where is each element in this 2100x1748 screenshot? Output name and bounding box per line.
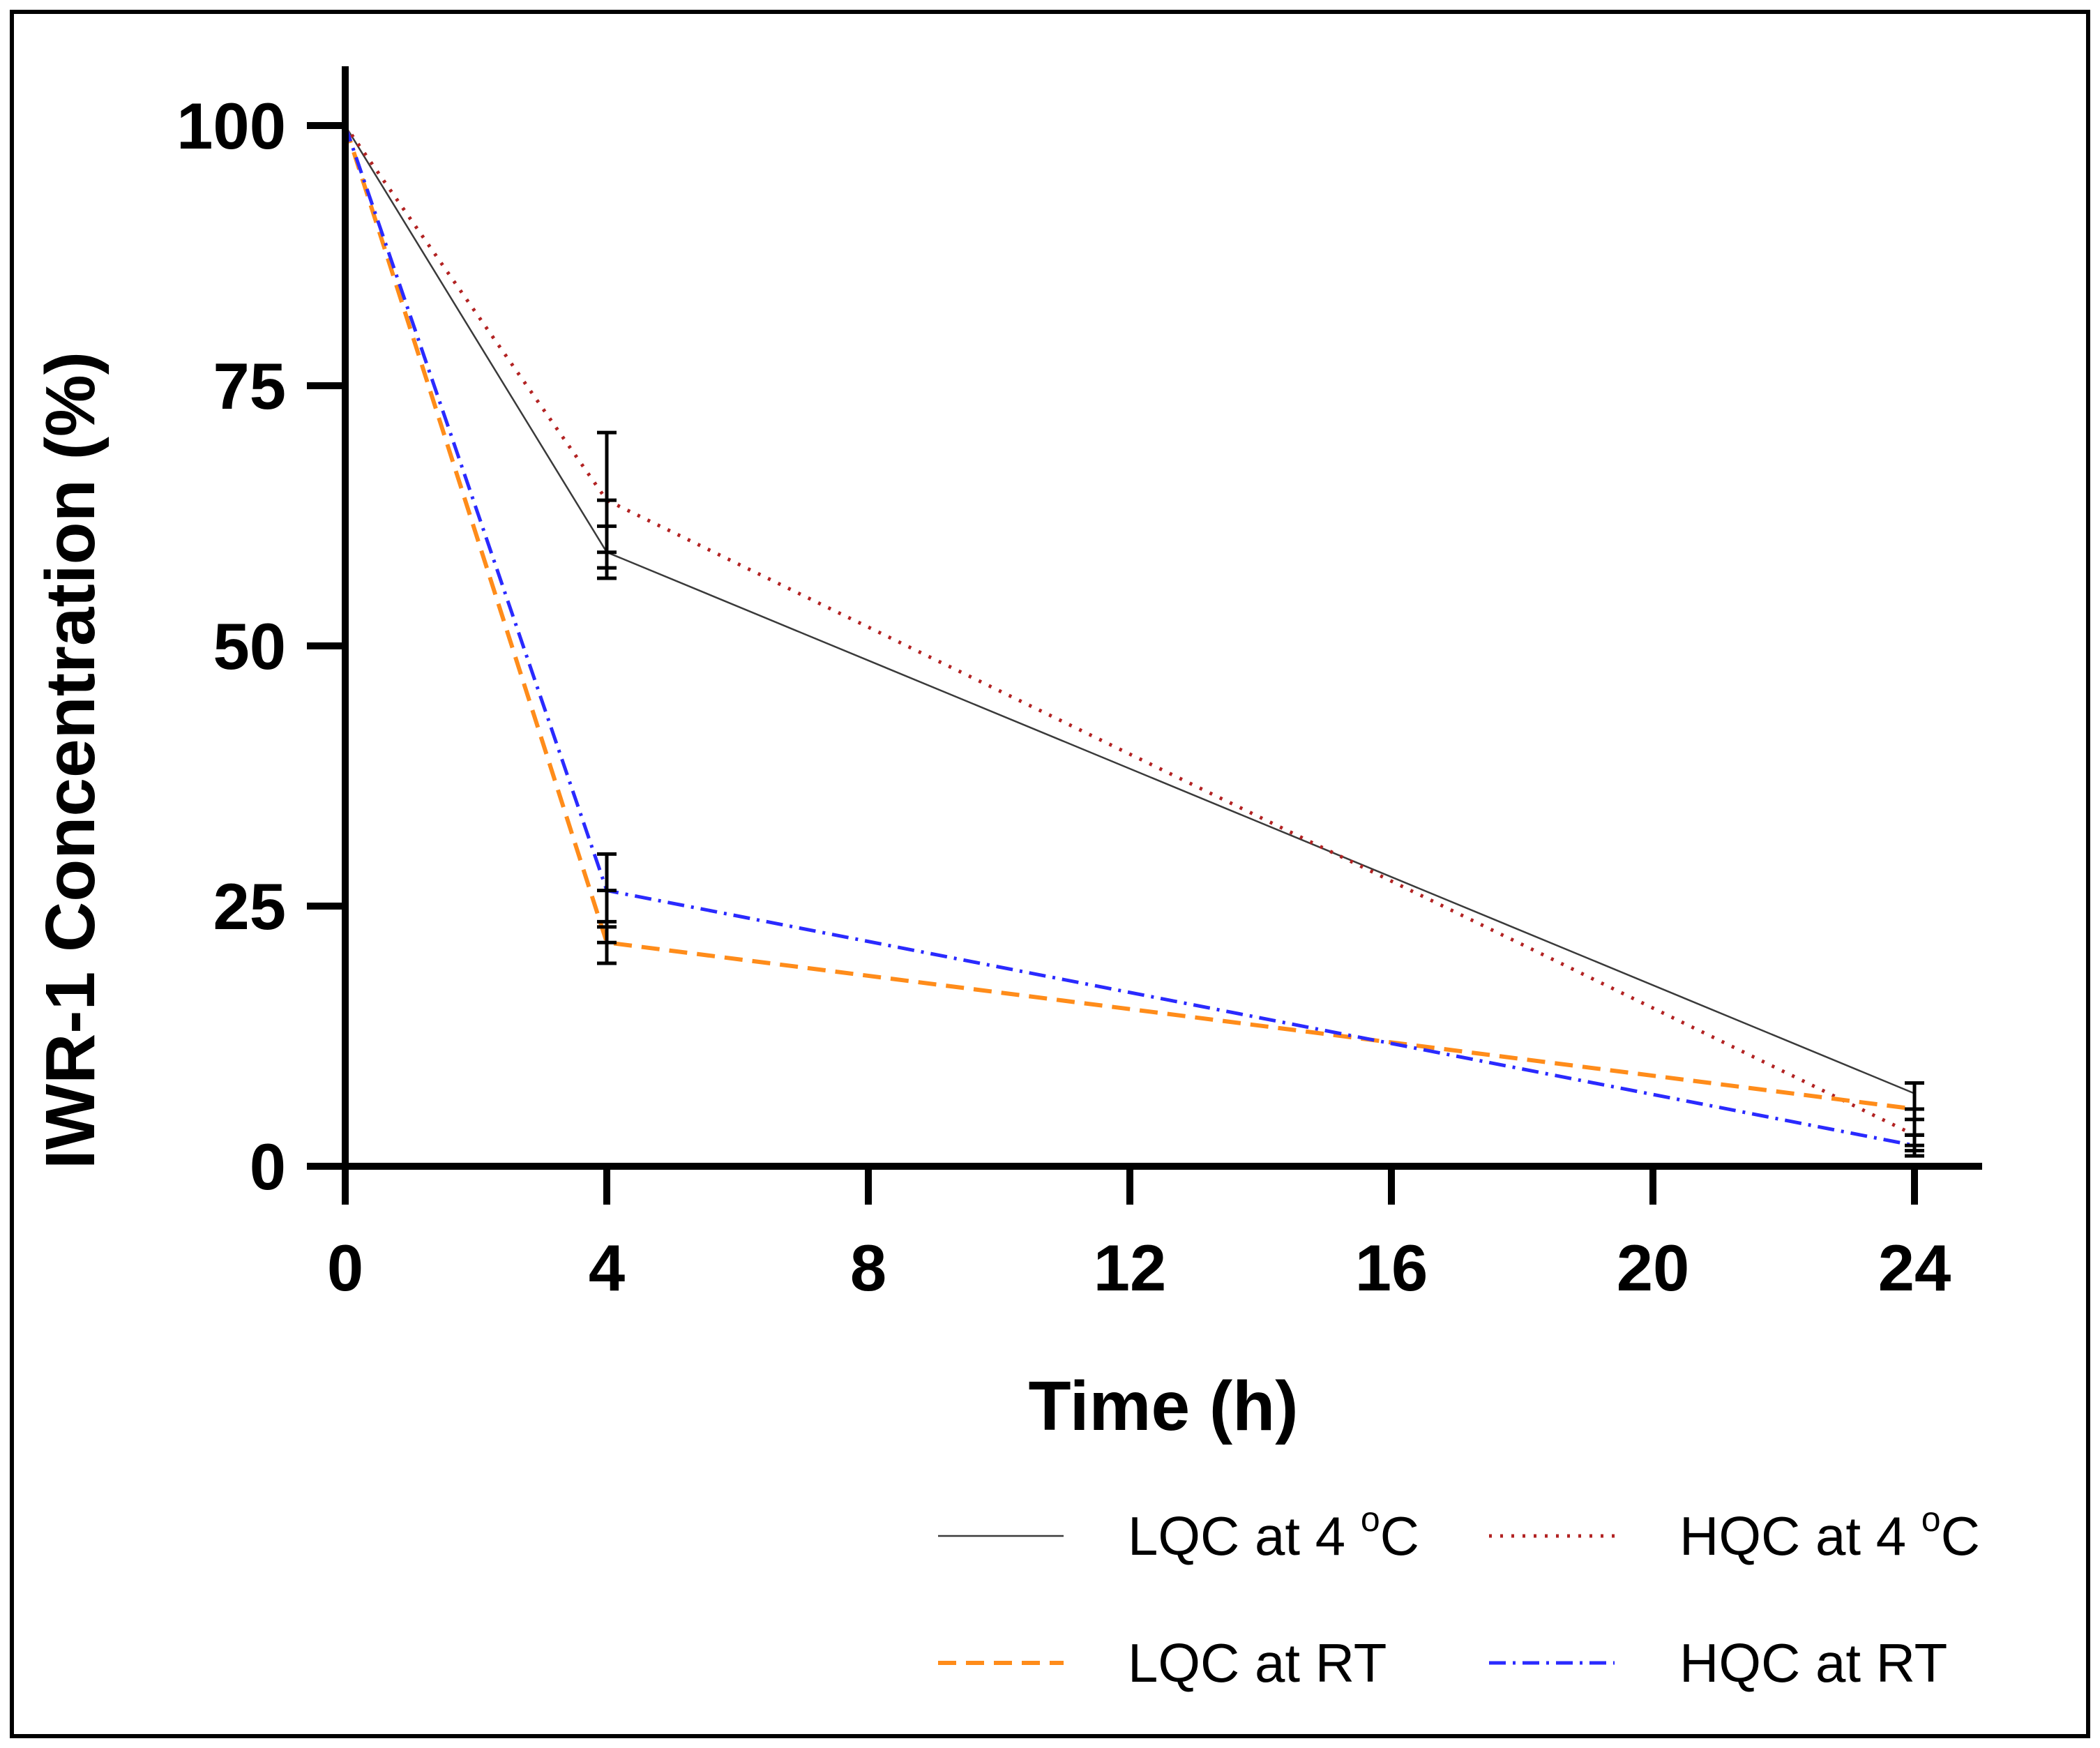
x-axis-title: Time (h) <box>1028 1367 1298 1445</box>
figure-frame <box>10 10 2090 1738</box>
series-line-3 <box>343 125 1915 1111</box>
legend-label: LQC at RT <box>1128 1632 1387 1694</box>
x-tick-label: 12 <box>1094 1231 1167 1304</box>
series-line-4 <box>343 125 1915 1147</box>
y-tick-label: 50 <box>213 610 286 683</box>
legend-entry-2: HQC at 4 oC <box>1489 1500 1980 1567</box>
legend-entry-1: LQC at 4 oC <box>938 1500 1419 1567</box>
error-bar <box>597 852 617 929</box>
x-tick-label: 16 <box>1355 1231 1428 1304</box>
legend-label: HQC at 4 oC <box>1679 1500 1980 1567</box>
ticks-layer: 0 4 8 12 16 20 24 0 25 50 75 100 <box>176 89 1951 1304</box>
y-tick-label: 100 <box>176 89 286 163</box>
error-bar <box>597 430 617 570</box>
legend-entry-3: LQC at RT <box>938 1632 1387 1694</box>
series-layer <box>343 124 1916 1147</box>
legend: LQC at 4 oC HQC at 4 oC LQC at RT HQC at RT <box>938 1500 1980 1694</box>
x-tick-label: 24 <box>1878 1231 1951 1304</box>
legend-entry-4: HQC at RT <box>1489 1632 1947 1694</box>
series-line-1 <box>344 125 1915 1094</box>
y-tick-label: 0 <box>250 1130 286 1203</box>
legend-label: HQC at RT <box>1679 1632 1947 1694</box>
legend-label: LQC at 4 oC <box>1128 1500 1419 1567</box>
x-tick-label: 0 <box>327 1231 363 1304</box>
x-tick-label: 20 <box>1617 1231 1690 1304</box>
x-tick-label: 8 <box>850 1231 886 1304</box>
error-bar <box>1905 1133 1924 1158</box>
errorbar-layer <box>597 430 1924 1158</box>
series-line-2 <box>343 124 1916 1137</box>
x-tick-label: 4 <box>589 1231 625 1304</box>
y-tick-label: 75 <box>213 349 286 423</box>
y-tick-label: 25 <box>213 870 286 943</box>
axes-layer <box>342 66 1982 1170</box>
y-axis-title: IWR-1 Concentration (%) <box>31 352 109 1169</box>
